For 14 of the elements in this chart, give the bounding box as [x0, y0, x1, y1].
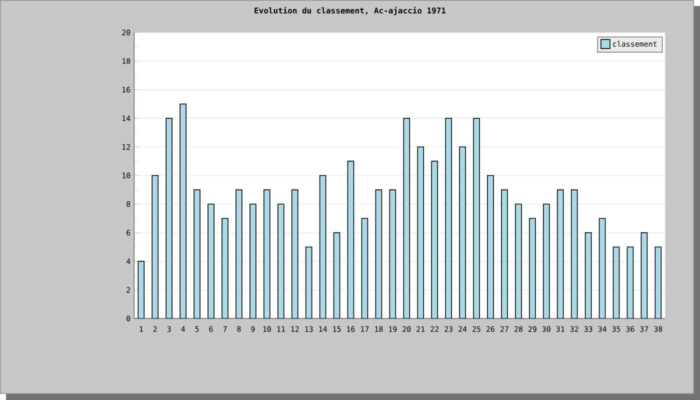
bar	[389, 189, 396, 318]
bar	[654, 246, 662, 318]
bar	[640, 232, 648, 318]
bar	[361, 218, 368, 318]
bar	[319, 175, 326, 318]
bar	[570, 189, 578, 318]
bar	[584, 232, 592, 318]
bar	[375, 189, 382, 318]
bar	[333, 232, 340, 318]
bar	[612, 246, 620, 318]
bar	[626, 246, 634, 318]
bar	[598, 218, 606, 318]
bar	[347, 160, 354, 318]
bar	[305, 246, 312, 318]
